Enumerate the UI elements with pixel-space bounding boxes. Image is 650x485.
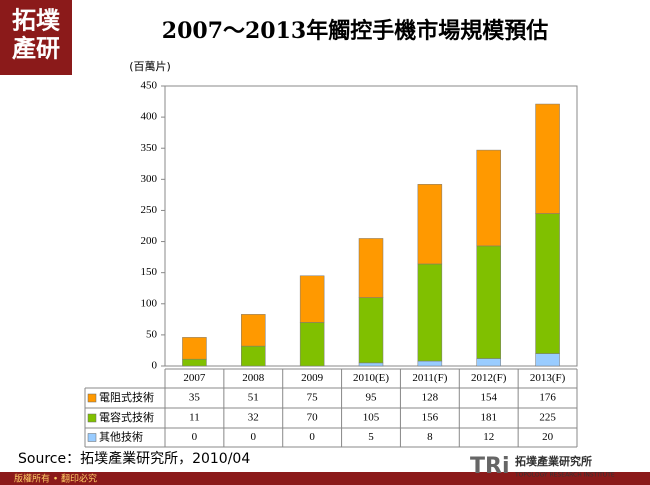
bar-segment [417, 184, 443, 265]
table-value: 225 [539, 412, 556, 424]
table-value: 176 [539, 392, 556, 404]
legend-swatch [87, 433, 97, 442]
logo-text: 產研 [12, 34, 60, 63]
table-value: 11 [189, 412, 200, 424]
x-tick-label: 2010(E) [353, 372, 389, 384]
table-value: 20 [542, 431, 554, 443]
org-name: 拓墣產業研究所 [515, 454, 592, 468]
footer-text: 版權所有 • 翻印必究 [14, 473, 97, 485]
bar-segment [299, 275, 325, 323]
table-value: 32 [248, 412, 259, 424]
y-tick-label: 300 [141, 173, 158, 185]
source-note: Source：拓墣產業研究所，2010/04 [18, 450, 250, 467]
y-tick-label: 150 [141, 266, 158, 278]
table-value: 0 [309, 431, 315, 443]
table-value: 105 [363, 412, 380, 424]
bar-segment [182, 337, 207, 360]
logo-box [0, 0, 72, 75]
bar-segment [417, 263, 443, 362]
bar-segment [476, 358, 501, 367]
chart-title: 2007～2013年觸控手機市場規模預估 [162, 18, 548, 44]
table-value: 154 [480, 392, 497, 404]
bar-segment [241, 345, 266, 367]
x-tick-label: 2013(F) [530, 372, 566, 384]
y-tick-label: 450 [141, 80, 158, 92]
x-tick-label: 2008 [242, 372, 265, 384]
table-value: 5 [368, 431, 374, 443]
y-tick-label: 350 [141, 142, 158, 154]
y-tick-label: 0 [152, 360, 158, 372]
bar-segment [535, 213, 560, 354]
logo-text: 拓墣 [12, 6, 60, 35]
y-axis-label: (百萬片) [129, 60, 171, 73]
bar-segment [358, 297, 384, 364]
org-english: TOPOLOGY RESEARCH INSTITUTE [514, 472, 615, 479]
table-value: 70 [307, 412, 319, 424]
y-tick-label: 100 [141, 297, 158, 309]
bar-segment [241, 314, 266, 347]
y-tick-label: 400 [141, 111, 158, 123]
bar-segment [182, 358, 207, 367]
table-value: 51 [248, 392, 259, 404]
bar-segment [476, 245, 501, 359]
table-value: 156 [422, 412, 439, 424]
bar-segment [417, 360, 443, 367]
legend-label: 其他技術 [99, 431, 143, 444]
y-tick-label: 200 [141, 235, 158, 247]
bar-segment [299, 322, 325, 367]
x-tick-label: 2007 [183, 372, 206, 384]
table-value: 0 [251, 431, 257, 443]
table-value: 95 [366, 392, 378, 404]
legend-swatch [87, 393, 97, 403]
legend-label: 電容式技術 [99, 410, 154, 424]
table-value: 8 [427, 431, 433, 443]
bar-segment [535, 353, 560, 367]
bar-segment [535, 103, 560, 214]
legend-label: 電阻式技術 [99, 391, 154, 404]
table-value: 181 [480, 412, 497, 424]
bar-segment [358, 238, 384, 298]
footer-bar [0, 472, 650, 485]
legend-swatch [87, 413, 97, 423]
table-value: 0 [192, 431, 198, 443]
bar-segment [358, 362, 384, 367]
table-value: 12 [483, 431, 494, 443]
table-value: 35 [189, 392, 201, 404]
table-value: 128 [422, 392, 439, 404]
org-mark: TRi [470, 454, 510, 479]
y-tick-label: 250 [141, 204, 158, 216]
y-tick-label: 50 [146, 328, 158, 340]
x-tick-label: 2009 [301, 372, 324, 384]
bar-segment [476, 149, 501, 247]
x-tick-label: 2011(F) [412, 372, 447, 384]
table-value: 75 [307, 392, 319, 404]
x-tick-label: 2012(F) [471, 372, 507, 384]
